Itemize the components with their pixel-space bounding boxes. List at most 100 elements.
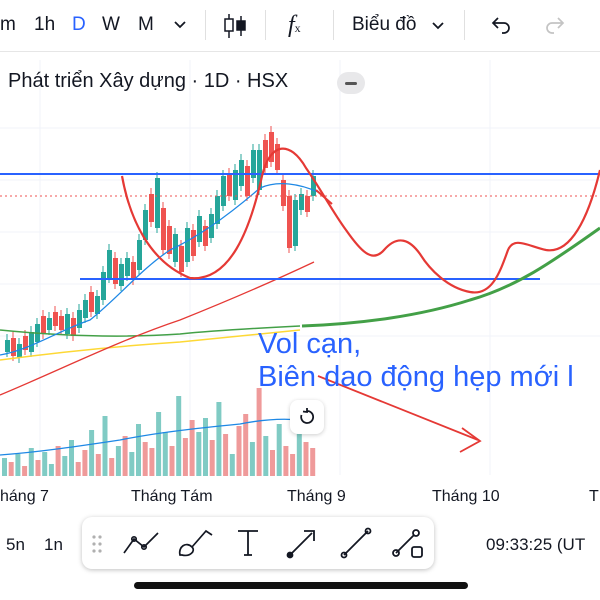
candle-body	[11, 338, 16, 356]
reset-icon	[300, 408, 315, 424]
chart-type-label[interactable]: Biểu đồ	[352, 14, 417, 35]
candle-body	[95, 296, 100, 314]
chevron-down-icon[interactable]	[430, 17, 446, 33]
candle-body	[233, 170, 238, 200]
home-indicator	[134, 582, 468, 589]
candle-body	[197, 216, 202, 242]
reset-chart-button[interactable]	[290, 400, 324, 434]
candle-body	[299, 194, 304, 210]
legend-collapse-button[interactable]	[337, 72, 365, 94]
candle-body	[149, 194, 154, 222]
volume-bar	[109, 458, 115, 476]
candle-body	[77, 310, 82, 328]
candle-body	[29, 332, 34, 352]
range-5d-button[interactable]: 5n	[6, 535, 25, 554]
price-chart[interactable]	[0, 52, 600, 507]
interval-1h[interactable]: 1h	[34, 14, 56, 35]
candle-body	[17, 344, 22, 358]
candle-body	[65, 314, 70, 334]
candle-body	[5, 340, 10, 352]
volume-bar	[270, 450, 275, 476]
arrow-line	[317, 375, 479, 441]
candle-body	[245, 166, 250, 196]
candle-body	[251, 150, 256, 178]
candle-body	[293, 200, 298, 246]
volume-bar	[189, 420, 195, 476]
candle-body	[167, 226, 172, 254]
volume-bar	[8, 462, 14, 476]
candle-body	[269, 132, 274, 162]
candle-body	[47, 318, 52, 330]
volume-bar	[229, 454, 235, 476]
volume-bar	[296, 428, 302, 476]
x-axis-label-next: T	[589, 488, 599, 505]
toolbar-divider	[265, 10, 266, 40]
volume-bar	[48, 464, 54, 476]
candle-body	[143, 210, 148, 240]
volume-bar	[243, 414, 249, 476]
candle-body	[305, 196, 310, 212]
x-axis-label-sep: Tháng 9	[287, 488, 346, 505]
interval-month[interactable]: M	[138, 14, 154, 35]
chevron-down-icon[interactable]	[172, 16, 188, 32]
indicator-fx-icon[interactable]: fx	[288, 12, 301, 38]
toolbar-divider	[464, 10, 465, 40]
undo-icon[interactable]	[490, 14, 512, 36]
volume-bar	[249, 442, 255, 476]
volume-bar	[216, 402, 222, 476]
volume-bar	[256, 388, 262, 476]
volume-bar	[115, 446, 121, 476]
toolbar-divider	[205, 10, 206, 40]
volume-bar	[142, 442, 148, 476]
volume-bar	[136, 424, 141, 476]
candle-body	[311, 176, 316, 196]
clock-readout: 09:33:25 (UT	[486, 535, 586, 554]
candle-body	[137, 240, 142, 270]
drag-handle-icon	[92, 535, 102, 553]
volume-bar	[82, 450, 88, 476]
redo-icon[interactable]	[544, 14, 566, 36]
candle-body	[125, 258, 130, 276]
hand-drawn-curve	[120, 147, 600, 294]
candle-body	[113, 258, 118, 284]
volume-bar	[22, 466, 28, 476]
interval-day[interactable]: D	[72, 14, 86, 35]
ruler-icon	[392, 529, 423, 558]
interval-week[interactable]: W	[102, 14, 120, 35]
volume-bar	[149, 448, 155, 476]
volume-bar	[236, 426, 242, 476]
candle-body	[221, 176, 226, 206]
candle-body	[263, 140, 268, 168]
candle-body	[119, 264, 124, 286]
volume-bar	[15, 454, 21, 476]
volume-bar	[203, 418, 208, 476]
volume-bar	[2, 458, 7, 476]
ma-green-line	[0, 325, 301, 337]
candle-body	[185, 228, 190, 262]
volume-bar	[283, 446, 289, 476]
projection-line	[301, 226, 600, 328]
line-icon	[340, 527, 372, 559]
arrow-icon	[286, 530, 315, 559]
drawing-toolbar	[82, 517, 434, 569]
volume-bar	[95, 454, 101, 476]
symbol-legend-title: Phát triển Xây dựng · 1D · HSX	[8, 70, 289, 92]
candlestick-icon[interactable]	[222, 12, 248, 40]
candle-body	[191, 230, 196, 256]
toolbar-divider	[333, 10, 334, 40]
volume-bar	[156, 412, 162, 476]
brush-icon	[178, 529, 213, 557]
candle-body	[41, 316, 46, 334]
volume-bar	[28, 448, 34, 476]
candle-body	[83, 300, 88, 318]
volume-bar	[75, 462, 81, 476]
volume-bar	[169, 446, 175, 476]
volume-bar	[290, 454, 296, 476]
range-1d-button[interactable]: 1n	[44, 535, 63, 554]
arrow-head	[459, 427, 482, 453]
volume-bar	[35, 460, 41, 476]
candle-body	[203, 226, 208, 246]
candle-body	[53, 312, 58, 326]
candle-body	[131, 262, 136, 280]
interval-minute[interactable]: m	[0, 14, 16, 35]
